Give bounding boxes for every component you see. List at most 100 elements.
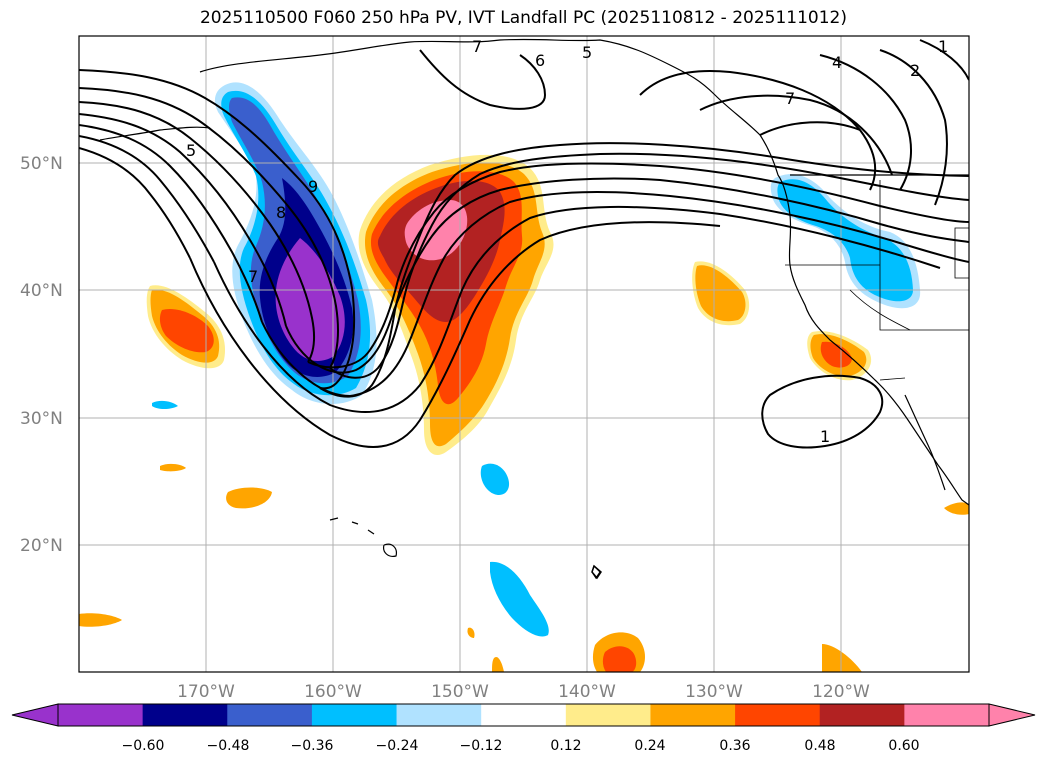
- latitude-label: 20°N: [20, 536, 63, 556]
- colorbar-segments: [58, 704, 990, 726]
- colorbar: −0.60 −0.48 −0.36 −0.24 −0.12 0.12 0.24 …: [11, 703, 1036, 754]
- colorbar-tick-label: −0.12: [460, 738, 503, 754]
- contour-label: 7: [785, 89, 795, 108]
- colorbar-tick-label: 0.12: [550, 738, 581, 754]
- longitude-label: 160°W: [304, 682, 362, 702]
- southeast-orange-patch: [822, 644, 862, 672]
- inset-border-box: [954, 227, 969, 279]
- colorbar-segment: [904, 704, 990, 726]
- longitude-label: 170°W: [177, 682, 235, 702]
- north-contour-1: [919, 39, 969, 81]
- colorbar-frame: [57, 703, 990, 727]
- colorbar-segment: [142, 704, 228, 726]
- mexico-orange-patch: [944, 502, 969, 515]
- tiny-closed-contour: [591, 564, 602, 580]
- ridge-contour-2: [329, 152, 969, 379]
- colorbar-tick-label: −0.36: [291, 738, 334, 754]
- map-area: 7 6 5 4 2 1 7 5 9 8 7 1: [79, 36, 969, 672]
- latitude-label: 40°N: [20, 281, 63, 301]
- state-borders: [879, 180, 969, 331]
- state-borders-west: [785, 264, 911, 331]
- north-contour-7b: [699, 94, 893, 176]
- longitude-label: 130°W: [685, 682, 743, 702]
- longitude-labels: 170°W 160°W 150°W 140°W 130°W 120°W: [177, 682, 870, 702]
- contour-label: 8: [276, 203, 286, 222]
- tiny-orange-patch: [492, 656, 504, 672]
- longitude-label: 120°W: [812, 682, 870, 702]
- ridge-contour-7: [189, 221, 721, 448]
- tiny-orange-patch-2: [467, 627, 475, 638]
- contour-2: [79, 87, 339, 369]
- small-orange-patch-3: [79, 613, 122, 627]
- plot-title: 2025110500 F060 250 hPa PV, IVT Landfall…: [199, 8, 847, 28]
- colorbar-segment: [735, 704, 821, 726]
- colorbar-under-arrow: [11, 703, 59, 727]
- colorbar-tick-label: 0.36: [719, 738, 750, 754]
- contour-label: 2: [910, 61, 920, 80]
- hawaiian-islands: [329, 517, 397, 557]
- ridge-contour-4: [285, 177, 969, 374]
- longitude-label: 140°W: [558, 682, 616, 702]
- small-orange-patch-1: [226, 487, 272, 509]
- gridlines: [79, 36, 969, 672]
- contour-4: [79, 113, 287, 327]
- south-red-patch: [602, 646, 637, 672]
- contour-label-group: 7 6 5 4 2 1 7 5 9 8 7 1: [186, 37, 948, 446]
- contour-label: 5: [186, 141, 196, 160]
- contour-label: 1: [938, 37, 948, 56]
- ridge-contour-6: [213, 205, 941, 413]
- contour-label: 1: [820, 427, 830, 446]
- socal-red-patch: [820, 341, 852, 368]
- ridge-contour-5: [261, 191, 969, 398]
- contour-3: [79, 101, 316, 363]
- map-frame: [78, 35, 970, 673]
- southern-blue-patch: [490, 561, 549, 637]
- latitude-labels: 50°N 40°N 30°N 20°N: [20, 154, 63, 556]
- colorbar-segment: [227, 704, 313, 726]
- pv-contours: [79, 39, 969, 580]
- colorbar-segment: [565, 704, 651, 726]
- north-contour-2: [879, 49, 948, 206]
- colorbar-tick-label: 0.48: [804, 738, 835, 754]
- latitude-label: 30°N: [20, 409, 63, 429]
- north-america-coast: [199, 38, 969, 506]
- colorbar-tick-label: −0.60: [122, 738, 165, 754]
- colorbar-tick-label: 0.60: [888, 738, 919, 754]
- small-orange-patch-2: [160, 463, 186, 472]
- purple-core-region: [275, 238, 345, 361]
- colorbar-segment: [650, 704, 736, 726]
- colorbar-segment: [396, 704, 482, 726]
- colorbar-tick-label: −0.48: [207, 738, 250, 754]
- north-contour-4: [819, 54, 912, 191]
- small-blue-patch: [480, 463, 510, 496]
- contour-label: 7: [248, 267, 258, 286]
- contour-7: [79, 147, 191, 259]
- north-contour-7: [639, 69, 877, 191]
- west-red-patch: [159, 308, 214, 353]
- us-mexico-border: [879, 377, 906, 381]
- closed-contour-1: [761, 374, 884, 449]
- coastlines: [99, 38, 969, 580]
- longitude-label: 150°W: [431, 682, 489, 702]
- latitude-label: 50°N: [20, 154, 63, 174]
- baja-coast: [904, 394, 946, 491]
- contour-label: 4: [832, 53, 842, 72]
- colorbar-tick-label: 0.24: [634, 738, 665, 754]
- contour-label: 6: [535, 51, 545, 70]
- tiny-blue-patch: [152, 400, 178, 409]
- colorbar-tick-label: −0.24: [376, 738, 419, 754]
- north-contour-6: [419, 49, 547, 110]
- contour-1: [79, 69, 356, 390]
- colorbar-segment: [58, 704, 144, 726]
- mid-orange-patch: [695, 265, 746, 322]
- colorbar-over-arrow: [988, 703, 1036, 727]
- contour-label: 7: [472, 37, 482, 56]
- colorbar-ticks: −0.60 −0.48 −0.36 −0.24 −0.12 0.12 0.24 …: [122, 738, 920, 754]
- north-contour-7c: [759, 121, 861, 136]
- colorbar-segment: [481, 704, 567, 726]
- contour-6: [79, 135, 215, 263]
- contour-5: [79, 124, 263, 323]
- aleutian-arc: [99, 126, 211, 141]
- contour-label: 5: [582, 43, 592, 62]
